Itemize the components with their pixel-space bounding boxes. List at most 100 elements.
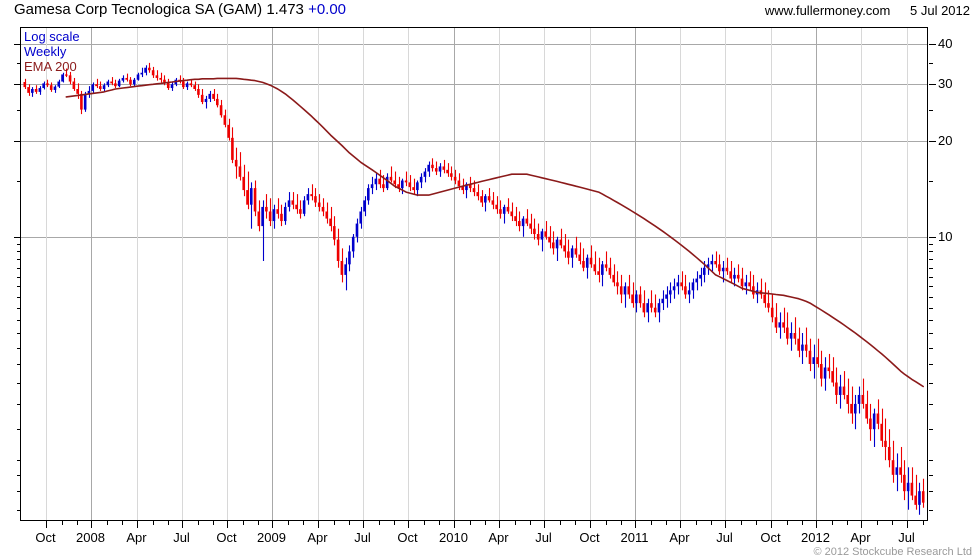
x-axis-label: Jul: [716, 530, 733, 545]
y-tick-left: [17, 286, 21, 287]
y-tick: [929, 244, 933, 245]
x-tick: [589, 521, 591, 528]
x-axis-label: Oct: [579, 530, 600, 545]
x-tick-minor: [755, 521, 757, 525]
left-axis-ticks: [14, 27, 21, 521]
x-tick-minor: [514, 521, 516, 525]
x-tick: [724, 521, 726, 528]
x-axis: Oct 2008 Apr Jul Oct 2009 Apr Jul Oct 2010 Apr Jul O…: [20, 521, 928, 555]
x-tick-minor: [529, 521, 531, 525]
x-tick-minor: [559, 521, 561, 525]
y-tick-left: [17, 510, 21, 511]
y-tick: [929, 84, 936, 85]
y-tick: [929, 181, 933, 182]
y-axis-label: 40: [938, 36, 953, 51]
y-tick-left: [17, 460, 21, 461]
y-tick: [929, 110, 933, 111]
y-tick-left: [17, 404, 21, 405]
x-tick-minor: [831, 521, 833, 525]
x-tick-minor: [438, 521, 440, 525]
y-axis-label: 10: [938, 229, 953, 244]
y-tick-left: [17, 63, 21, 64]
y-tick-left: [14, 84, 21, 85]
copyright-notice: © 2012 Stockcube Research Ltd: [813, 546, 972, 558]
y-tick-left: [17, 320, 21, 321]
y-tick: [929, 251, 933, 252]
x-tick-minor: [287, 521, 289, 525]
y-tick-left: [17, 308, 21, 309]
x-axis-label: 2011: [620, 530, 649, 545]
x-tick: [271, 521, 273, 528]
x-tick-minor: [333, 521, 335, 525]
x-tick: [634, 521, 636, 528]
x-axis-label: 2012: [801, 530, 830, 545]
y-tick-left: [17, 475, 21, 476]
x-tick-minor: [197, 521, 199, 525]
x-axis-label: Apr: [850, 530, 871, 545]
x-tick-minor: [574, 521, 576, 525]
x-tick-minor: [423, 521, 425, 525]
x-tick-minor: [740, 521, 742, 525]
x-tick: [181, 521, 183, 528]
x-axis-label: Jul: [173, 530, 190, 545]
chart-header: Gamesa Corp Tecnologica SA (GAM) 1.473 +…: [0, 0, 980, 22]
y-tick: [929, 364, 933, 365]
chart-date: 5 Jul 2012: [910, 3, 970, 18]
x-axis-label: Oct: [397, 530, 418, 545]
y-tick-left: [14, 237, 21, 238]
x-tick-minor: [152, 521, 154, 525]
x-tick-minor: [61, 521, 63, 525]
x-tick-minor: [348, 521, 350, 525]
legend-ema-200: EMA 200: [24, 59, 77, 74]
y-tick: [929, 333, 933, 334]
x-axis-label: Apr: [669, 530, 690, 545]
y-tick-left: [17, 110, 21, 111]
x-tick-minor: [665, 521, 667, 525]
x-tick: [317, 521, 319, 528]
x-tick-minor: [242, 521, 244, 525]
x-tick: [906, 521, 908, 528]
last-price: 1.473: [266, 1, 304, 18]
y-tick-left: [17, 491, 21, 492]
ema-line-layer: [65, 77, 924, 388]
legend-weekly: Weekly: [24, 44, 67, 59]
x-tick-minor: [257, 521, 259, 525]
candlestick-layer: [23, 62, 925, 515]
x-tick: [136, 521, 138, 528]
x-axis-label: Jul: [535, 530, 552, 545]
y-tick: [929, 268, 933, 269]
x-axis-label: Jul: [354, 530, 371, 545]
x-tick-minor: [393, 521, 395, 525]
y-tick: [929, 141, 936, 142]
instrument-name: Gamesa Corp Tecnologica SA (GAM): [14, 1, 263, 18]
x-axis-label: 2009: [257, 530, 286, 545]
x-tick-minor: [212, 521, 214, 525]
y-tick: [929, 320, 933, 321]
x-tick: [362, 521, 364, 528]
x-tick-minor: [484, 521, 486, 525]
x-tick: [770, 521, 772, 528]
y-tick-left: [14, 44, 21, 45]
x-tick: [90, 521, 92, 528]
website-label: www.fullermoney.com: [764, 3, 891, 18]
x-tick: [226, 521, 228, 528]
y-tick: [929, 475, 933, 476]
y-tick: [929, 286, 933, 287]
x-axis-label: Oct: [35, 530, 56, 545]
y-tick: [929, 404, 933, 405]
x-axis-label: Apr: [307, 530, 328, 545]
x-axis-label: Oct: [760, 530, 781, 545]
y-tick-left: [17, 181, 21, 182]
x-tick-minor: [650, 521, 652, 525]
instrument-title: Gamesa Corp Tecnologica SA (GAM) 1.473 +…: [14, 1, 346, 18]
x-tick-minor: [891, 521, 893, 525]
y-tick-left: [17, 333, 21, 334]
y-tick: [929, 44, 936, 45]
price-plot-area[interactable]: [20, 27, 928, 521]
chart-canvas: [21, 28, 927, 520]
x-tick-minor: [695, 521, 697, 525]
y-tick: [929, 277, 933, 278]
y-tick-left: [14, 141, 21, 142]
x-tick-minor: [922, 521, 924, 525]
